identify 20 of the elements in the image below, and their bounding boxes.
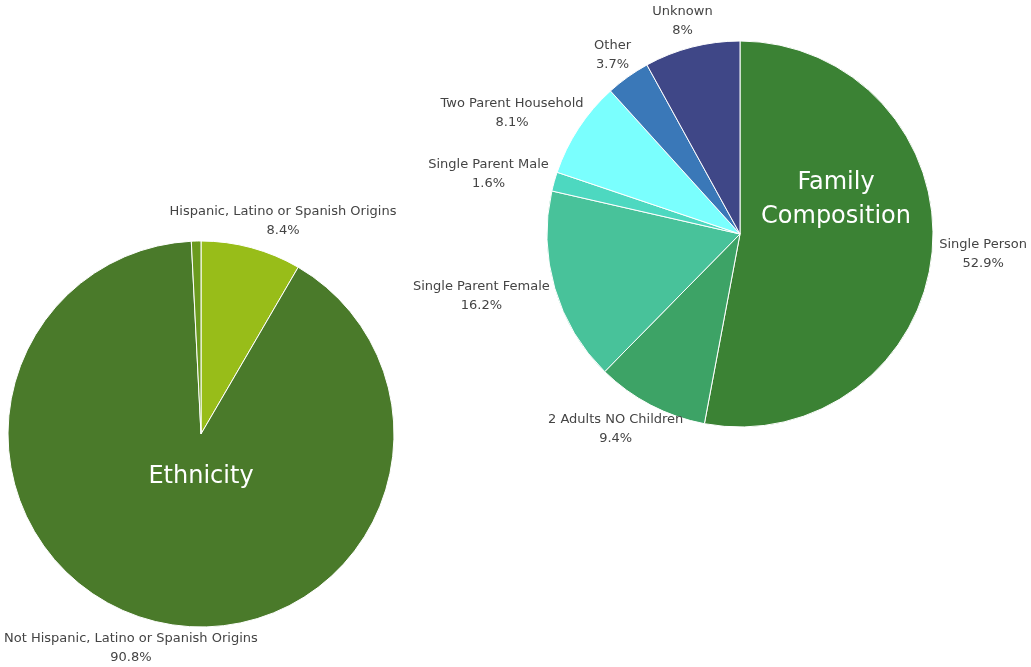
- slice-label: Single Parent Female: [412, 277, 550, 293]
- data-label: 8.1%: [495, 114, 529, 130]
- data-label: 90.8%: [110, 648, 152, 664]
- slice-label: Single Person: [939, 236, 1028, 252]
- slice-label: Unknown: [652, 2, 713, 18]
- data-label: 8%: [672, 21, 693, 37]
- data-label: 52.9%: [962, 255, 1004, 271]
- data-label: 16.2%: [460, 296, 503, 312]
- data-label: 9.4%: [599, 429, 633, 445]
- text: Family Composition: [761, 167, 911, 230]
- slice-label: Single Parent Male: [428, 156, 549, 172]
- text: Ethnicity: [148, 461, 254, 490]
- data-label: 1.6%: [472, 175, 506, 191]
- slice-label: Two Parent Household: [439, 95, 584, 111]
- slice-label: Not Hispanic, Latino or Spanish Origins: [3, 629, 258, 645]
- slice-label: Other: [594, 36, 632, 52]
- slice-label: Hispanic, Latino or Spanish Origins: [169, 203, 397, 219]
- data-label: 8.4%: [266, 222, 300, 238]
- data-label: 3.7%: [596, 55, 630, 71]
- slice-label: 2 Adults NO Children: [547, 410, 684, 426]
